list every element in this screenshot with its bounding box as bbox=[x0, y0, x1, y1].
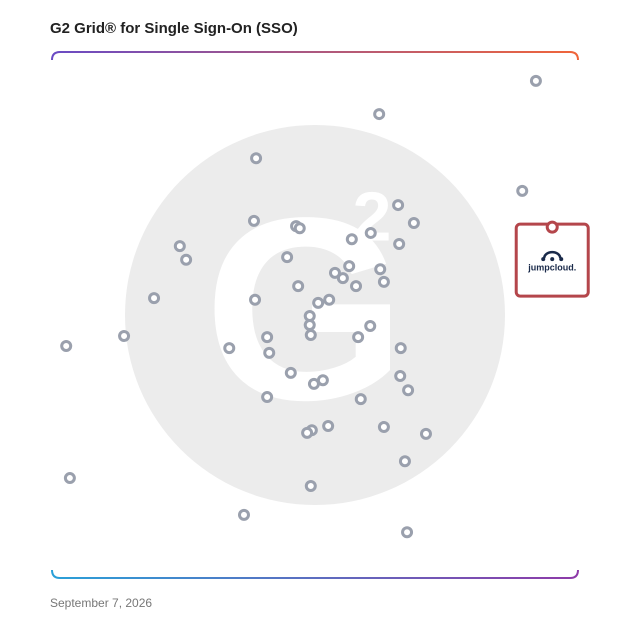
point bbox=[345, 233, 358, 246]
svg-text:2: 2 bbox=[353, 177, 392, 255]
point bbox=[402, 384, 415, 397]
point bbox=[307, 377, 320, 390]
point bbox=[173, 240, 186, 253]
legend-label: jumpcloud. bbox=[527, 263, 576, 273]
point bbox=[63, 472, 76, 485]
logo-icon bbox=[542, 250, 562, 259]
point bbox=[237, 508, 250, 521]
point bbox=[393, 237, 406, 250]
point bbox=[377, 421, 390, 434]
point bbox=[401, 526, 414, 539]
date: September 7, 2026 bbox=[50, 596, 152, 610]
point bbox=[60, 340, 73, 353]
point bbox=[374, 263, 387, 276]
point bbox=[364, 226, 377, 239]
logo-dot bbox=[550, 257, 555, 262]
chart-title: G2 Grid® for Single Sign-On (SSO) bbox=[50, 20, 298, 37]
point bbox=[284, 366, 297, 379]
point bbox=[343, 260, 356, 273]
point bbox=[180, 253, 193, 266]
point bbox=[364, 320, 377, 333]
point bbox=[250, 152, 263, 165]
point bbox=[373, 108, 386, 121]
point bbox=[301, 426, 314, 439]
point bbox=[328, 266, 341, 279]
point bbox=[407, 216, 420, 229]
logo-dot bbox=[541, 257, 546, 262]
point bbox=[392, 199, 405, 212]
point bbox=[516, 184, 529, 197]
point bbox=[419, 427, 432, 440]
point bbox=[398, 455, 411, 468]
point bbox=[261, 391, 274, 404]
point bbox=[323, 293, 336, 306]
point bbox=[350, 280, 363, 293]
point bbox=[249, 293, 262, 306]
point bbox=[223, 342, 236, 355]
point bbox=[263, 346, 276, 359]
point bbox=[261, 331, 274, 344]
point bbox=[293, 222, 306, 235]
point bbox=[148, 292, 161, 305]
point bbox=[281, 251, 294, 264]
point bbox=[394, 342, 407, 355]
point bbox=[336, 272, 349, 285]
logo-dot bbox=[559, 257, 564, 262]
point bbox=[529, 74, 542, 87]
point bbox=[247, 214, 260, 227]
svg-text:G: G bbox=[204, 165, 406, 455]
point bbox=[352, 331, 365, 344]
point bbox=[304, 328, 317, 341]
point bbox=[377, 275, 390, 288]
point bbox=[292, 280, 305, 293]
point bbox=[312, 296, 325, 309]
point bbox=[303, 318, 316, 331]
point bbox=[304, 479, 317, 492]
point bbox=[545, 220, 559, 234]
point bbox=[118, 330, 131, 343]
point bbox=[394, 370, 407, 383]
point bbox=[322, 419, 335, 432]
point bbox=[354, 393, 367, 406]
